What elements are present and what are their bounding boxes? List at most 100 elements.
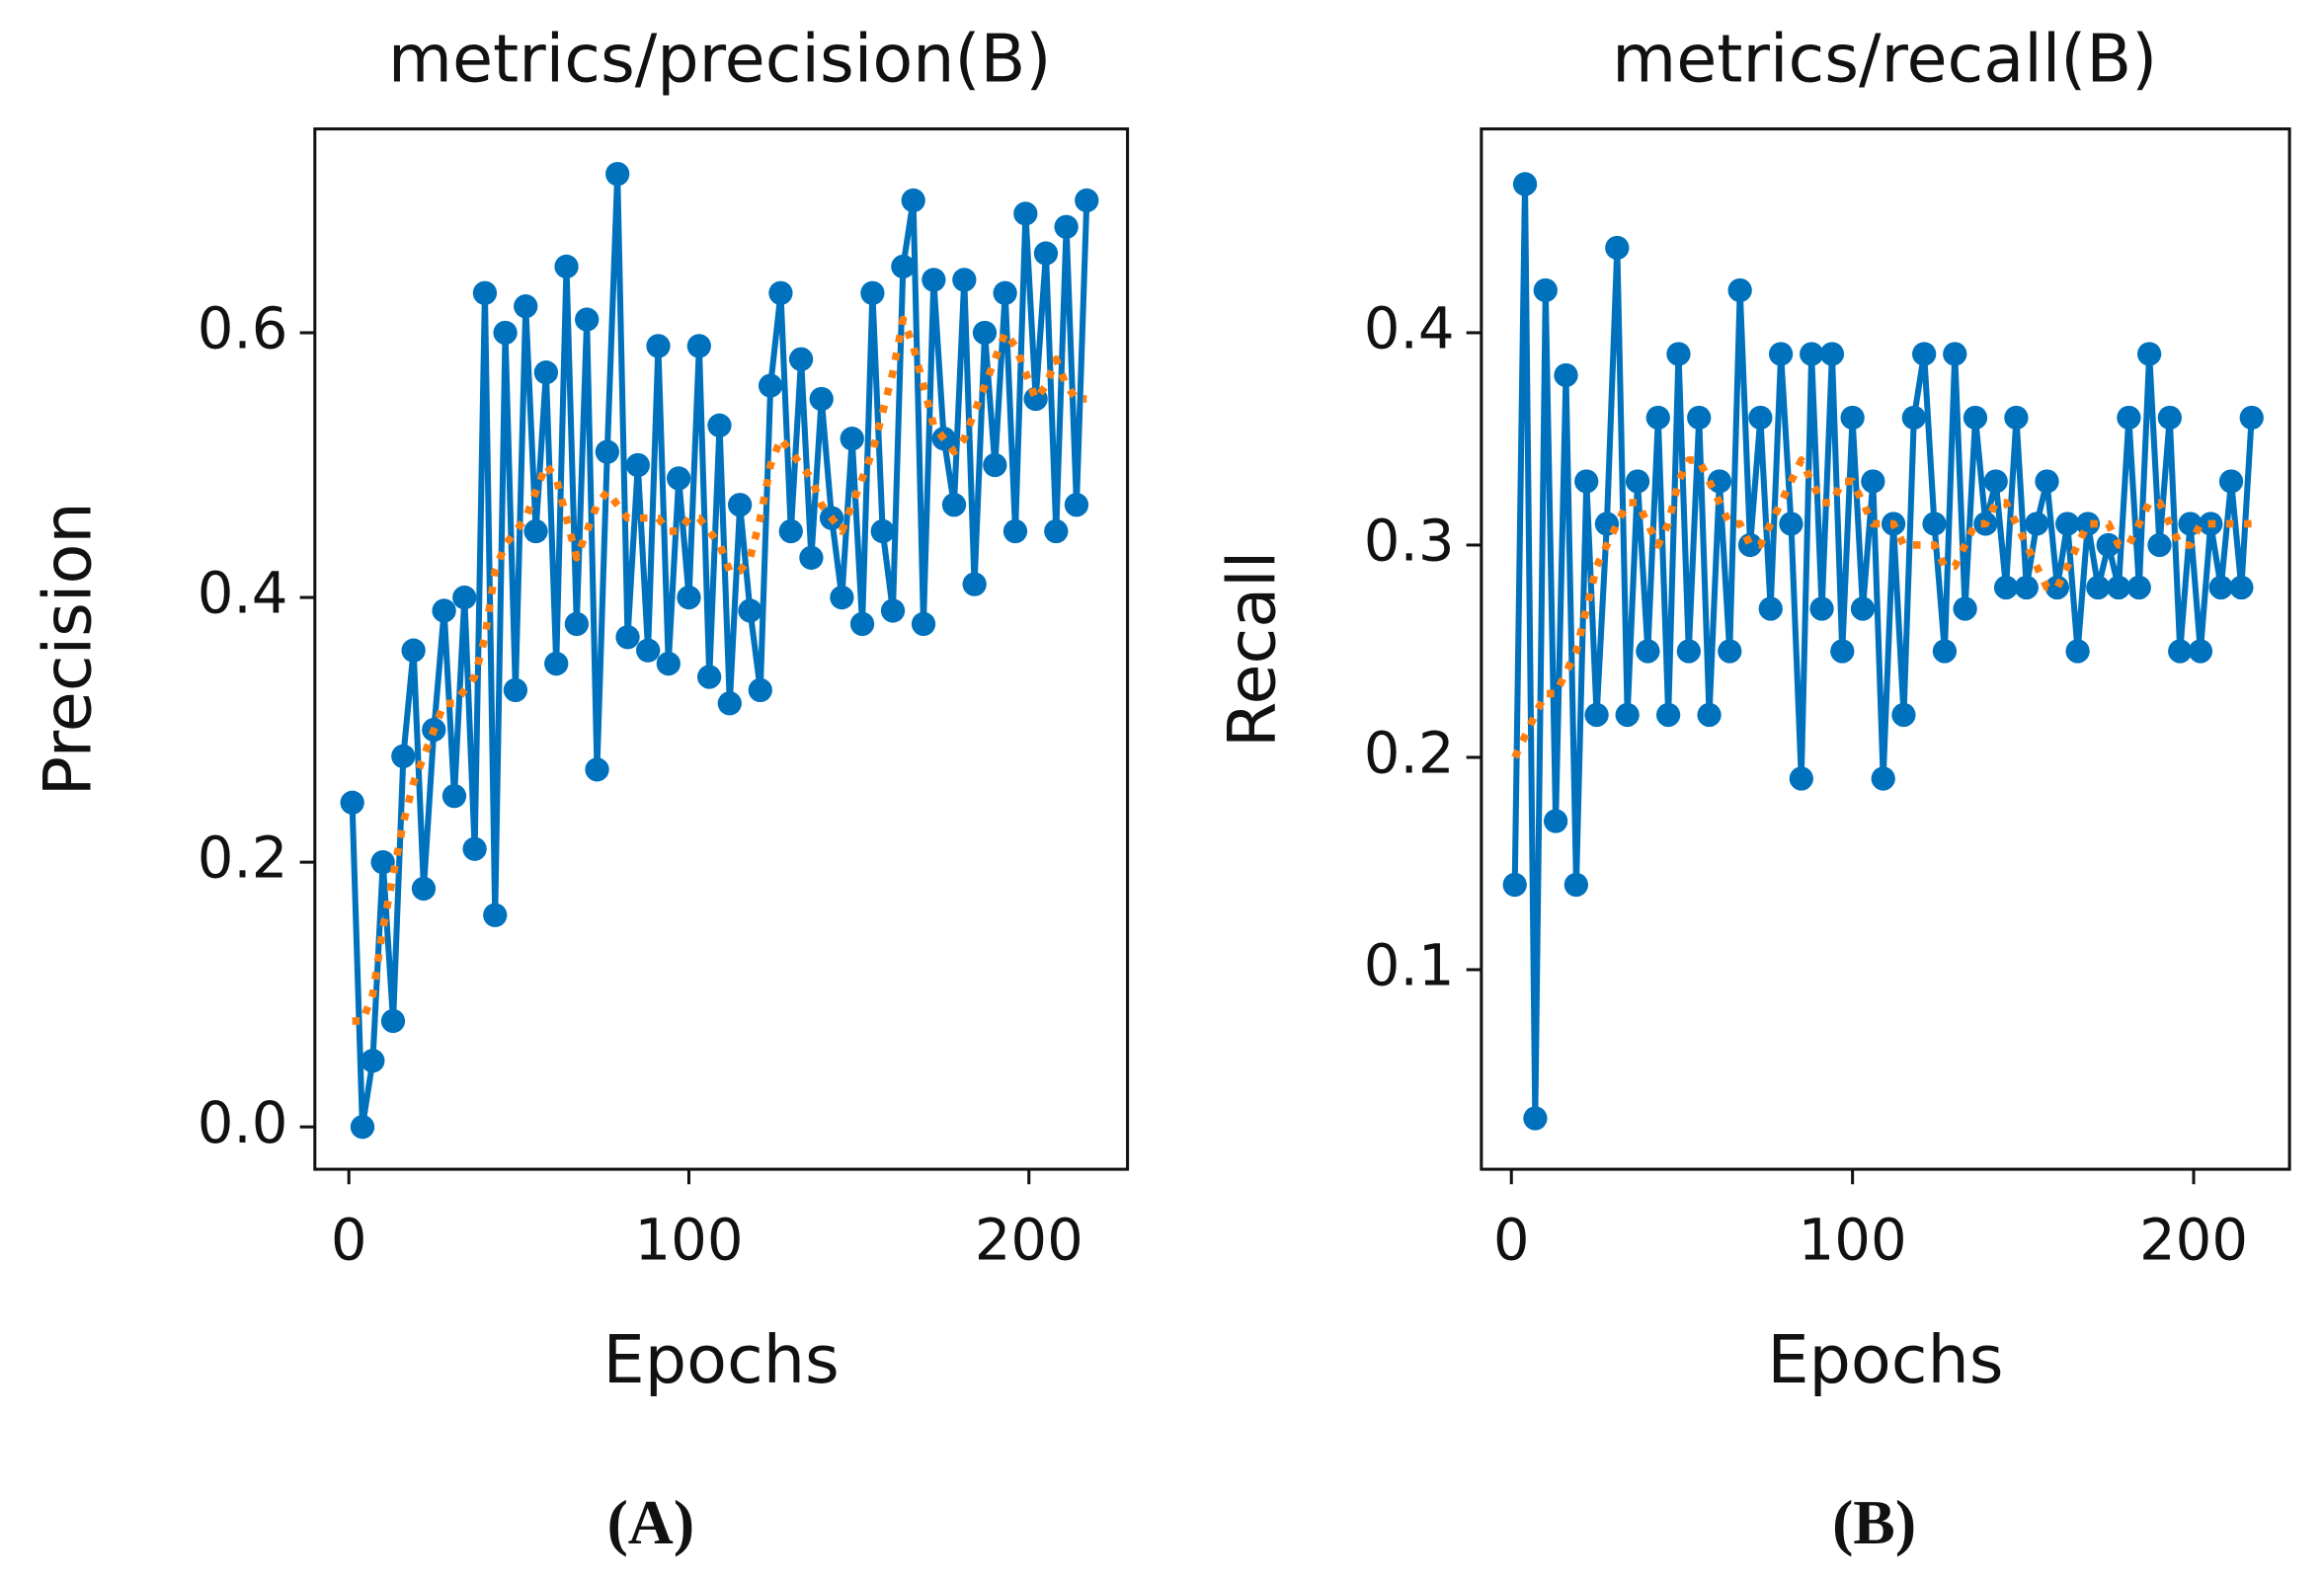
data-point (941, 493, 967, 517)
data-point (533, 360, 559, 385)
y-tick-label: 0.4 (198, 560, 288, 627)
data-point (1727, 277, 1752, 303)
data-point (1002, 518, 1028, 544)
data-point (1574, 469, 1599, 494)
y-tick-label: 0.2 (1364, 720, 1455, 787)
data-point (2025, 512, 2049, 536)
y-axis-label: Recall (1214, 551, 1291, 748)
data-point (738, 598, 762, 623)
series-line (1511, 181, 2255, 1122)
data-point (1953, 596, 1977, 621)
data-point (625, 452, 650, 478)
x-tick-label: 0 (331, 1207, 367, 1274)
series-line (349, 171, 1090, 1131)
y-axis-label: Precision (29, 502, 106, 796)
data-point (1502, 872, 1527, 898)
data-point (901, 188, 925, 213)
data-point (1533, 277, 1558, 303)
data-point (411, 876, 437, 902)
data-point (1584, 702, 1609, 728)
data-point (911, 611, 936, 636)
data-point (727, 493, 753, 517)
data-point (2229, 575, 2254, 600)
chart-title: metrics/precision(B) (388, 20, 1052, 97)
x-tick-label: 200 (975, 1207, 1083, 1274)
data-point (2126, 575, 2151, 600)
data-point (2208, 575, 2233, 600)
data-point (983, 452, 1007, 478)
data-point (1718, 639, 1742, 664)
data-point (1758, 596, 1783, 621)
data-point (1768, 342, 1794, 366)
data-point (707, 413, 732, 437)
data-point (1655, 702, 1681, 728)
data-point (1563, 872, 1589, 898)
data-point (1554, 362, 1578, 388)
data-point (1779, 512, 1803, 536)
data-point (686, 334, 711, 358)
data-point (2014, 575, 2039, 600)
data-point (554, 254, 579, 279)
data-point (1543, 809, 1568, 833)
data-point (870, 518, 895, 544)
x-axis-label: Epochs (1767, 1321, 2003, 1398)
data-point (1993, 575, 2019, 600)
data-point (840, 427, 864, 451)
data-point (1687, 405, 1712, 431)
data-point (1809, 596, 1834, 621)
data-point (1932, 639, 1958, 664)
data-point (1943, 342, 1967, 366)
data-point (656, 651, 681, 676)
data-point (1615, 702, 1640, 728)
data-point (1697, 702, 1722, 728)
data-point (1963, 405, 1988, 431)
data-point (2117, 405, 2141, 431)
data-point (503, 677, 528, 703)
data-point (2004, 405, 2029, 431)
data-point (615, 625, 640, 650)
data-point (922, 268, 946, 292)
data-point (472, 280, 498, 305)
data-point (1912, 342, 1937, 366)
data-point (380, 1008, 406, 1034)
data-point (605, 161, 630, 187)
data-point (523, 518, 548, 544)
data-point (1666, 342, 1691, 366)
chart-title: metrics/recall(B) (1612, 20, 2157, 97)
data-point (1636, 639, 1660, 664)
data-point (1819, 342, 1845, 366)
data-point (391, 744, 416, 769)
data-point (972, 320, 998, 346)
data-point (1800, 342, 1824, 366)
data-point (1871, 766, 1895, 791)
data-point (717, 691, 742, 716)
data-point (514, 294, 538, 319)
data-point (830, 585, 854, 610)
data-point (2106, 575, 2131, 600)
x-tick-label: 100 (1799, 1207, 1907, 1274)
data-point (370, 849, 395, 875)
data-point (636, 638, 661, 663)
y-tick-label: 0.3 (1364, 508, 1455, 575)
data-point (462, 836, 487, 861)
data-point (2035, 469, 2059, 494)
data-point (1789, 766, 1813, 791)
data-point (1676, 639, 1701, 664)
data-point (493, 320, 518, 346)
data-point (432, 598, 456, 623)
x-axis-label: Epochs (603, 1321, 840, 1398)
data-point (1013, 201, 1038, 226)
data-point (1645, 405, 1670, 431)
data-point (2218, 469, 2244, 494)
y-tick-label: 0.0 (198, 1089, 288, 1156)
data-point (1983, 469, 2008, 494)
data-point (696, 665, 722, 689)
data-point (2188, 639, 2213, 664)
data-point (962, 572, 987, 596)
data-point (788, 347, 814, 371)
data-point (1054, 214, 1079, 239)
data-point (1850, 596, 1876, 621)
data-point (677, 585, 701, 610)
data-point (1625, 469, 1650, 494)
plot-frame (313, 127, 1130, 1171)
